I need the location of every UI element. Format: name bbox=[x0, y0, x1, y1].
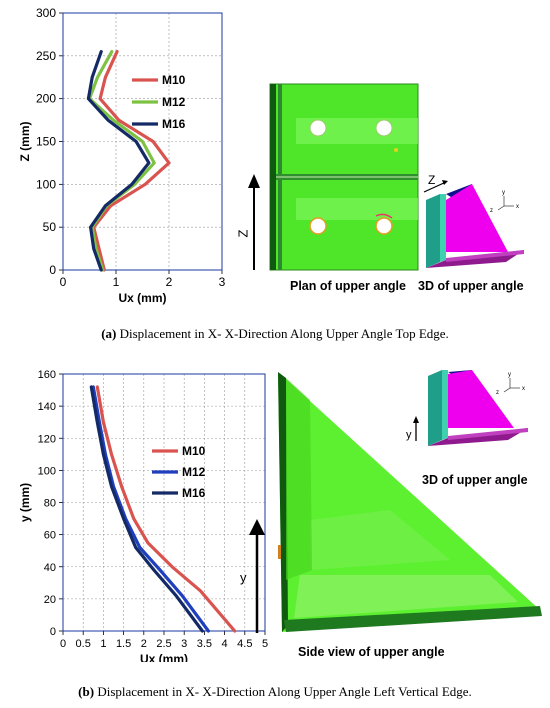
tick-label-y: 80 bbox=[44, 498, 56, 510]
legend-label-m12: M12 bbox=[182, 465, 206, 479]
angle-z-glyph-a: Z bbox=[428, 173, 435, 187]
caption-a-text: Displacement in X- X-Direction Along Upp… bbox=[119, 326, 449, 341]
tick-label-y: 300 bbox=[36, 6, 56, 20]
caption-a: (a) Displacement in X- X-Direction Along… bbox=[0, 326, 550, 342]
legend-label-m16: M16 bbox=[182, 486, 206, 500]
triad-x-a: x bbox=[516, 204, 519, 210]
series-line-m10 bbox=[92, 50, 171, 272]
y-axis-label: y (mm) bbox=[18, 483, 32, 522]
tick-label-y: 50 bbox=[43, 220, 57, 234]
triad-x-b: x bbox=[522, 386, 525, 392]
tick-label-y: 250 bbox=[36, 49, 56, 63]
tick-label-y: 200 bbox=[36, 92, 56, 106]
tick-label-y: 40 bbox=[44, 562, 56, 574]
tick-label-x: 2.5 bbox=[156, 638, 171, 650]
tick-label-y: 150 bbox=[36, 135, 56, 149]
legend-label-m10: M10 bbox=[182, 444, 206, 458]
tick-label-y: 120 bbox=[38, 433, 56, 445]
angle-3d-render-a: y z x Z bbox=[423, 173, 524, 268]
tick-label-y: 0 bbox=[49, 263, 56, 277]
arrow-y-b bbox=[249, 519, 265, 633]
triad-y-a: y bbox=[502, 190, 505, 196]
label-3d-upper-angle-b: 3D of upper angle bbox=[422, 473, 528, 487]
legend-label-m10: M10 bbox=[162, 73, 186, 87]
tick-label-x: 4.5 bbox=[237, 638, 252, 650]
tick-label-x: 3 bbox=[219, 275, 226, 289]
tick-label-x: 3.5 bbox=[197, 638, 212, 650]
tick-label-y: 100 bbox=[38, 465, 56, 477]
tick-label-x: 5 bbox=[262, 638, 268, 650]
triad-z-b: z bbox=[496, 390, 499, 396]
tick-label-y: 160 bbox=[38, 369, 56, 381]
triad-z-a: z bbox=[490, 208, 493, 214]
tick-label-x: 2 bbox=[141, 638, 147, 650]
chart-top-displacement-z: 0 1 2 3 0 50 100 150 200 250 300 M10 M12 M16 Ux (mm) Z … bbox=[18, 6, 226, 305]
caption-b-prefix: (b) bbox=[78, 684, 95, 699]
label-3d-upper-angle-a: 3D of upper angle bbox=[418, 279, 524, 293]
series-line-m12 bbox=[91, 385, 210, 633]
legend-label-m16: M16 bbox=[162, 117, 186, 131]
x-axis-label: Ux (mm) bbox=[118, 291, 166, 305]
x-axis-label: Ux (mm) bbox=[140, 652, 188, 662]
tick-label-x: 0.5 bbox=[76, 638, 91, 650]
chart-left-displacement-y: 0 0.5 1 1.5 2 2.5 3 3.5 4 4.5 5 0 20 40 60 80 100 120 140 1… bbox=[18, 369, 268, 662]
angle-3d-render-b: y y z x bbox=[406, 370, 528, 446]
plan-upper-angle-render bbox=[248, 83, 419, 271]
tick-label-y: 60 bbox=[44, 530, 56, 542]
arrow-label-y-b: y bbox=[240, 570, 247, 585]
tick-label-x: 0 bbox=[60, 275, 67, 289]
tick-label-x: 2 bbox=[166, 275, 173, 289]
caption-b-text: Displacement in X- X-Direction Along Upp… bbox=[97, 684, 472, 699]
tick-label-x: 3 bbox=[181, 638, 187, 650]
caption-a-prefix: (a) bbox=[101, 326, 117, 341]
series-line-m10 bbox=[95, 385, 237, 633]
inset-y-glyph-b: y bbox=[406, 429, 412, 441]
side-view-upper-angle-render bbox=[278, 372, 542, 632]
tick-label-x: 1 bbox=[100, 638, 106, 650]
plot-frame bbox=[62, 373, 266, 632]
label-side-view-upper-angle: Side view of upper angle bbox=[298, 645, 445, 659]
series-line-m16 bbox=[89, 385, 204, 633]
plot-frame bbox=[62, 12, 223, 271]
y-axis-label: Z (mm) bbox=[18, 122, 32, 162]
label-plan-upper-angle: Plan of upper angle bbox=[290, 279, 406, 293]
tick-label-x: 0 bbox=[60, 638, 66, 650]
tick-label-y: 0 bbox=[50, 626, 56, 638]
tick-label-y: 100 bbox=[36, 177, 56, 191]
tick-label-x: 1 bbox=[113, 275, 120, 289]
tick-label-x: 4 bbox=[222, 638, 228, 650]
caption-b: (b) Displacement in X- X-Direction Along… bbox=[0, 684, 550, 700]
series-line-m16 bbox=[86, 50, 151, 272]
tick-label-y: 140 bbox=[38, 401, 56, 413]
legend-label-m12: M12 bbox=[162, 95, 186, 109]
series-line-m12 bbox=[87, 50, 156, 272]
tick-label-x: 1.5 bbox=[116, 638, 131, 650]
tick-label-y: 20 bbox=[44, 594, 56, 606]
triad-y-b: y bbox=[508, 372, 511, 378]
arrow-label-z-a: Z bbox=[235, 229, 251, 238]
